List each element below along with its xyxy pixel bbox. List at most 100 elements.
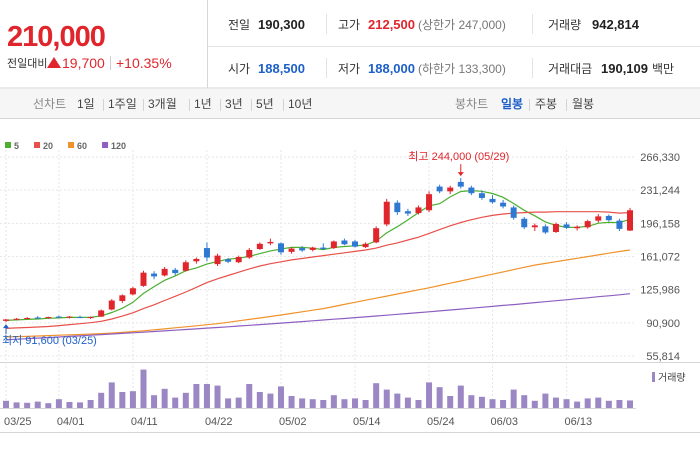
volume-bar	[394, 393, 401, 408]
volume-bar	[457, 385, 464, 408]
x-tick-label: 05/24	[427, 416, 455, 428]
candle-body	[203, 248, 210, 258]
volume-bar	[77, 402, 84, 408]
volume-bar	[288, 396, 295, 408]
x-tick-label: 05/14	[353, 416, 381, 428]
volume-bar	[605, 400, 612, 408]
volume-bar	[45, 403, 52, 408]
candle-body	[383, 201, 390, 225]
candle-tab[interactable]: 월봉	[572, 97, 594, 111]
candle-body	[288, 248, 295, 252]
candle-body	[172, 269, 179, 274]
candle-body	[214, 255, 221, 265]
candle-body	[55, 316, 62, 318]
change-amount: 19,700	[62, 55, 105, 71]
candle-body	[267, 241, 274, 244]
candle-body	[373, 228, 380, 243]
volume-bar	[352, 398, 359, 408]
header-bg	[0, 0, 700, 88]
candle-body	[616, 220, 623, 229]
volume-bar	[426, 382, 433, 408]
volume-bar	[267, 393, 274, 408]
stat-label: 저가	[338, 62, 360, 76]
candle-body	[246, 249, 253, 258]
candle-body	[436, 186, 443, 192]
candle-body	[531, 225, 538, 228]
up-arrow-icon	[47, 57, 61, 68]
candle-body	[140, 272, 147, 286]
candle-body	[235, 257, 242, 263]
volume-bar	[309, 399, 316, 408]
candle-body	[457, 181, 464, 187]
x-tick-label: 04/22	[205, 416, 233, 428]
volume-bar	[510, 389, 517, 408]
volume-bar	[129, 391, 136, 408]
volume-bar	[436, 387, 443, 408]
annotation-arrowhead	[457, 172, 464, 177]
candle-body	[542, 226, 549, 233]
candle-body	[256, 243, 263, 250]
period-tab[interactable]: 5년	[256, 97, 274, 111]
volume-bar	[341, 399, 348, 408]
volume-bar	[193, 384, 200, 408]
candle-body	[447, 187, 454, 192]
candle-body	[352, 241, 359, 247]
candle-body	[584, 221, 591, 228]
candle-body	[309, 247, 316, 250]
candle-tab[interactable]: 주봉	[535, 97, 557, 111]
candle-tab[interactable]: 일봉	[501, 97, 523, 111]
plot: 266,330 231,244 196,158 161,072 125,986 90,90…	[0, 141, 686, 428]
candle-body	[87, 317, 94, 319]
candle-body	[394, 202, 401, 213]
volume-bar	[119, 392, 126, 408]
legend-swatch	[102, 142, 109, 148]
legend-label: 거래량	[658, 372, 686, 384]
period-tab[interactable]: 1주일	[108, 97, 137, 111]
period-tab[interactable]: 3개월	[148, 97, 177, 111]
legend-label: 60	[77, 141, 87, 151]
candle-body	[500, 202, 507, 207]
y-tick-label: 196,158	[640, 218, 680, 230]
stat-unit: 백만	[652, 62, 674, 76]
period-tab[interactable]: 1일	[77, 97, 95, 111]
volume-bar	[299, 398, 306, 408]
candle-body	[627, 210, 633, 231]
candle-body	[3, 319, 9, 321]
volume-bar	[627, 400, 633, 408]
stat-value: 212,500	[368, 17, 415, 32]
stat-note: (상한가 247,000)	[418, 18, 506, 32]
current-price: 210,000	[7, 21, 105, 53]
moving-average-line	[5, 189, 631, 321]
volume-bar	[66, 402, 73, 408]
candle-body	[574, 226, 581, 229]
period-tab[interactable]: 10년	[288, 97, 312, 111]
volume-bar	[447, 396, 454, 408]
period-tab[interactable]: 1년	[194, 97, 212, 111]
candle-body	[193, 258, 200, 262]
tab-group-label: 봉차트	[455, 97, 488, 111]
period-tab[interactable]: 3년	[225, 97, 243, 111]
moving-average-line	[5, 211, 631, 329]
volume-bar	[3, 400, 9, 408]
volume-bar	[500, 400, 507, 408]
y-tick-label: 266,330	[640, 152, 680, 164]
candle-body	[98, 310, 105, 317]
volume-bar	[373, 383, 380, 408]
volume-bar	[383, 389, 390, 408]
volume-bar	[415, 400, 422, 408]
volume-bar	[277, 386, 284, 408]
volume-bar	[98, 392, 105, 408]
candle-body	[320, 247, 327, 250]
tab-group-label: 선차트	[33, 97, 66, 111]
candle-body	[362, 243, 369, 248]
volume-bar	[595, 397, 602, 408]
volume-bar	[404, 397, 411, 408]
volume-bar	[256, 392, 263, 408]
volume-bar	[225, 398, 232, 408]
candle-body	[66, 316, 73, 318]
legend-label: 120	[111, 141, 126, 151]
volume-bar	[584, 398, 591, 408]
volume-bar	[214, 385, 221, 408]
candle-body	[225, 259, 232, 262]
stat-label: 고가	[338, 18, 360, 32]
